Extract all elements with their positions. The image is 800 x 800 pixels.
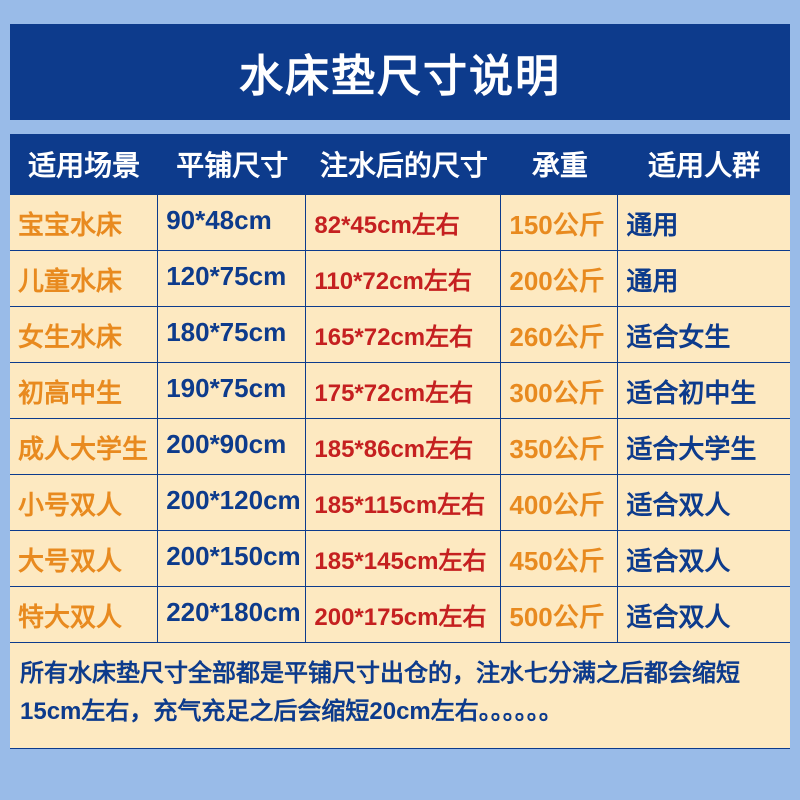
- cell-c1: 190*75cm: [158, 363, 306, 418]
- cell-c0: 特大双人: [10, 587, 158, 642]
- cell-c3: 450公斤: [501, 531, 618, 586]
- cell-c1: 220*180cm: [158, 587, 306, 642]
- table-row: 女生水床180*75cm165*72cm左右260公斤适合女生: [10, 307, 790, 363]
- cell-c0: 小号双人: [10, 475, 158, 530]
- cell-c0: 成人大学生: [10, 419, 158, 474]
- cell-c2: 200*175cm左右: [306, 587, 501, 642]
- cell-c1: 120*75cm: [158, 251, 306, 306]
- size-table-container: 水床垫尺寸说明 适用场景 平铺尺寸 注水后的尺寸 承重 适用人群 宝宝水床90*…: [10, 24, 790, 749]
- cell-c0: 宝宝水床: [10, 195, 158, 250]
- header-weight: 承重: [501, 134, 618, 194]
- cell-c3: 200公斤: [501, 251, 618, 306]
- cell-c4: 适合双人: [618, 531, 790, 586]
- cell-c3: 150公斤: [501, 195, 618, 250]
- cell-c2: 165*72cm左右: [306, 307, 501, 362]
- table-row: 大号双人200*150cm185*145cm左右450公斤适合双人: [10, 531, 790, 587]
- cell-c1: 200*150cm: [158, 531, 306, 586]
- footer-note: 所有水床垫尺寸全部都是平铺尺寸出仓的，注水七分满之后都会缩短15cm左右，充气充…: [10, 643, 790, 749]
- cell-c3: 300公斤: [501, 363, 618, 418]
- cell-c0: 儿童水床: [10, 251, 158, 306]
- cell-c1: 200*90cm: [158, 419, 306, 474]
- cell-c4: 通用: [618, 195, 790, 250]
- header-people: 适用人群: [618, 134, 790, 194]
- cell-c1: 90*48cm: [158, 195, 306, 250]
- header-flat: 平铺尺寸: [158, 134, 306, 194]
- cell-c1: 200*120cm: [158, 475, 306, 530]
- table-row: 儿童水床120*75cm110*72cm左右200公斤通用: [10, 251, 790, 307]
- cell-c2: 185*145cm左右: [306, 531, 501, 586]
- header-scene: 适用场景: [10, 134, 158, 194]
- table-row: 小号双人200*120cm185*115cm左右400公斤适合双人: [10, 475, 790, 531]
- cell-c3: 500公斤: [501, 587, 618, 642]
- table-header-row: 适用场景 平铺尺寸 注水后的尺寸 承重 适用人群: [10, 134, 790, 195]
- table-row: 宝宝水床90*48cm82*45cm左右150公斤通用: [10, 195, 790, 251]
- header-filled: 注水后的尺寸: [306, 134, 501, 194]
- cell-c1: 180*75cm: [158, 307, 306, 362]
- table-row: 成人大学生200*90cm185*86cm左右350公斤适合大学生: [10, 419, 790, 475]
- cell-c3: 400公斤: [501, 475, 618, 530]
- cell-c4: 适合初中生: [618, 363, 790, 418]
- cell-c2: 185*115cm左右: [306, 475, 501, 530]
- table-body: 宝宝水床90*48cm82*45cm左右150公斤通用儿童水床120*75cm1…: [10, 195, 790, 643]
- cell-c2: 110*72cm左右: [306, 251, 501, 306]
- cell-c0: 大号双人: [10, 531, 158, 586]
- cell-c2: 82*45cm左右: [306, 195, 501, 250]
- cell-c2: 185*86cm左右: [306, 419, 501, 474]
- table-row: 特大双人220*180cm200*175cm左右500公斤适合双人: [10, 587, 790, 643]
- cell-c4: 通用: [618, 251, 790, 306]
- cell-c3: 350公斤: [501, 419, 618, 474]
- cell-c2: 175*72cm左右: [306, 363, 501, 418]
- cell-c3: 260公斤: [501, 307, 618, 362]
- cell-c4: 适合双人: [618, 587, 790, 642]
- table-title: 水床垫尺寸说明: [10, 24, 790, 120]
- table-row: 初高中生190*75cm175*72cm左右300公斤适合初中生: [10, 363, 790, 419]
- cell-c4: 适合女生: [618, 307, 790, 362]
- cell-c4: 适合双人: [618, 475, 790, 530]
- cell-c0: 初高中生: [10, 363, 158, 418]
- cell-c4: 适合大学生: [618, 419, 790, 474]
- cell-c0: 女生水床: [10, 307, 158, 362]
